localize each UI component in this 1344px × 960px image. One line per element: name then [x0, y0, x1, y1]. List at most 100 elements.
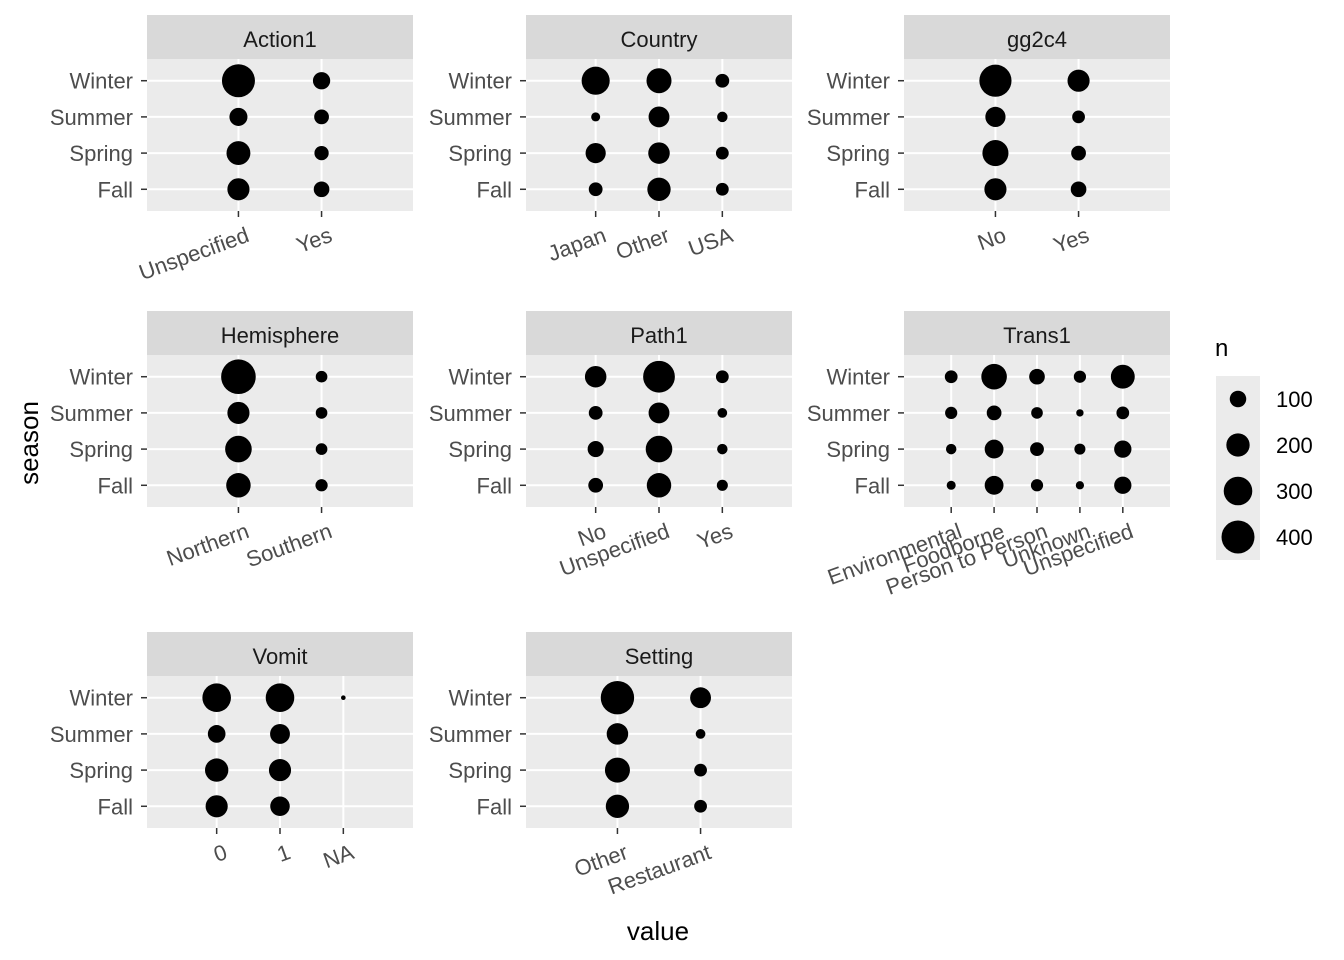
y-tick-label: Fall [98, 177, 133, 202]
data-point [605, 794, 630, 818]
panel-background [147, 355, 413, 507]
data-point [227, 178, 250, 201]
x-tick-label: 0 [210, 839, 230, 867]
data-point [647, 177, 671, 201]
panel-trans1: Trans1WinterSummerSpringFallEnvironmenta… [807, 311, 1170, 600]
x-tick-label: Northern [163, 518, 252, 571]
data-point [204, 758, 229, 782]
data-point [646, 473, 672, 498]
legend-title: n [1215, 335, 1228, 362]
data-point [1030, 442, 1044, 456]
panel-title: Action1 [243, 27, 316, 52]
data-point [312, 72, 331, 90]
legend-label: 400 [1276, 525, 1313, 550]
size-legend: n 100 200 300 400 [1215, 335, 1313, 560]
data-point [986, 405, 1002, 421]
legend-label: 300 [1276, 479, 1313, 504]
panel-gg2c4: gg2c4 Winter Summer Spring Fall No Yes [807, 15, 1170, 258]
panel-title: Setting [625, 644, 694, 669]
x-tick-label: 1 [274, 839, 294, 867]
data-point [221, 64, 255, 98]
data-point [717, 408, 728, 418]
x-tick-label: Yes [293, 222, 335, 258]
panel-background [904, 59, 1170, 211]
data-point [648, 106, 670, 128]
y-tick-label: Winter [448, 686, 512, 711]
data-point [945, 406, 958, 420]
panel-hemisphere: Hemisphere Winter Summer Spring Fall Northern… [50, 311, 413, 572]
y-tick-label: Summer [429, 105, 512, 130]
y-tick-label: Summer [807, 105, 890, 130]
panel-action1: Action1 Winter Summer Spring FallUnspecified… [50, 15, 413, 285]
y-tick-label: Summer [807, 401, 890, 426]
data-point [315, 407, 328, 419]
data-point [715, 146, 729, 160]
legend-point [1226, 433, 1250, 457]
data-point [984, 439, 1004, 459]
y-axis-title: season [14, 401, 44, 485]
x-tick-label: NA [320, 839, 358, 873]
data-point [226, 473, 251, 498]
panel-title: Trans1 [1003, 323, 1071, 348]
data-point [645, 435, 673, 463]
data-point [604, 757, 630, 783]
y-tick-label: Summer [50, 105, 133, 130]
data-point [1074, 443, 1086, 455]
legend-label: 100 [1276, 387, 1313, 412]
x-tick-label: Southern [243, 518, 335, 572]
data-point [715, 73, 730, 88]
panel-background [147, 59, 413, 211]
y-tick-label: Spring [826, 141, 890, 166]
data-point [979, 64, 1012, 97]
panel-strip [147, 311, 413, 355]
y-tick-label: Winter [448, 365, 512, 390]
data-point [985, 106, 1006, 128]
data-point [695, 729, 706, 739]
y-tick-label: Fall [98, 473, 133, 498]
legend-point [1229, 390, 1247, 408]
x-tick-label: Unspecified [136, 222, 253, 285]
panel-country: Country Winter Summer Spring Fall Japan Other U… [429, 15, 792, 266]
y-tick-label: Winter [69, 69, 133, 94]
y-tick-label: Spring [448, 758, 512, 783]
y-tick-label: Spring [69, 758, 133, 783]
data-point [1116, 406, 1130, 420]
y-tick-label: Spring [826, 437, 890, 462]
panels-layer: Action1WinterSummerSpringFallUnspecified… [50, 15, 1170, 900]
x-tick-label: Yes [1050, 222, 1092, 258]
data-point [268, 759, 292, 782]
y-tick-label: Fall [98, 794, 133, 819]
data-point [588, 182, 603, 197]
data-point [694, 799, 707, 813]
y-tick-label: Summer [429, 722, 512, 747]
data-point [341, 695, 346, 701]
panel-strip [526, 15, 792, 59]
data-point [1067, 69, 1090, 92]
panel-title: Path1 [630, 323, 688, 348]
y-tick-label: Winter [69, 686, 133, 711]
data-point [1073, 370, 1087, 383]
data-point [205, 795, 228, 818]
data-point [1075, 481, 1085, 490]
data-point [984, 178, 1007, 201]
panel-title: gg2c4 [1007, 27, 1067, 52]
data-point [202, 683, 231, 713]
data-point [606, 723, 629, 745]
data-point [314, 145, 329, 161]
x-tick-label: Japan [544, 222, 609, 266]
data-point [1076, 409, 1084, 417]
data-point [946, 480, 956, 490]
data-point [225, 435, 252, 463]
panel-strip [904, 15, 1170, 59]
data-point [690, 687, 711, 709]
panel-setting: SettingWinterSummerSpringFallOtherRestau… [429, 632, 792, 900]
data-point [226, 141, 251, 166]
panel-title: Country [620, 27, 697, 52]
data-point [717, 443, 728, 455]
data-point [1070, 181, 1087, 198]
data-point [314, 109, 329, 125]
data-point [581, 66, 610, 95]
y-tick-label: Winter [69, 365, 133, 390]
data-point [315, 443, 328, 455]
y-tick-label: Fall [855, 473, 890, 498]
